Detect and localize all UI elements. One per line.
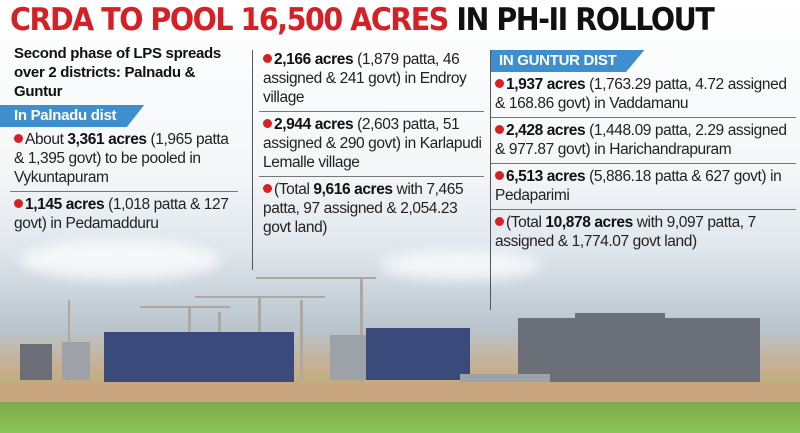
bullet-icon — [263, 119, 272, 128]
bullet-icon — [495, 171, 504, 180]
crane — [360, 277, 363, 382]
crane — [140, 306, 230, 308]
column-palnadu-2: 2,166 acres (1,879 patta, 46 assigned & … — [252, 50, 484, 270]
column-palnadu-1: Second phase of LPS spreads over 2 distr… — [0, 44, 238, 237]
headline-red: CRDA TO POOL 16,500 ACRES — [10, 2, 449, 38]
bullet-icon — [495, 125, 504, 134]
building — [660, 318, 760, 384]
list-item: 6,513 acres (5,886.18 patta & 627 govt) … — [491, 164, 796, 210]
crane — [300, 300, 303, 380]
building — [366, 328, 470, 380]
building — [104, 332, 294, 382]
list-item: 2,428 acres (1,448.09 patta, 2.29 assign… — [491, 118, 796, 164]
bullet-icon — [14, 199, 23, 208]
headline-black: IN PH-II ROLLOUT — [456, 2, 714, 38]
grass-field — [0, 402, 800, 433]
dirt-mound — [0, 382, 800, 404]
bullet-icon — [495, 217, 504, 226]
bullet-icon — [263, 54, 272, 63]
guntur-tag: IN GUNTUR DIST — [491, 50, 645, 72]
building — [62, 342, 90, 380]
crane — [256, 277, 376, 279]
palnadu-tag: In Palnadu dist — [0, 105, 145, 127]
list-item: (Total 9,616 acres with 7,465 patta, 97 … — [263, 181, 464, 236]
bullet-icon — [263, 184, 272, 193]
building — [20, 344, 52, 380]
building — [330, 335, 366, 380]
bullet-icon — [495, 79, 504, 88]
list-item: 1,145 acres (1,018 patta & 127 govt) in … — [14, 196, 229, 232]
building — [575, 313, 665, 383]
list-item: 2,944 acres (2,603 patta, 51 assigned & … — [259, 112, 484, 177]
bullet-icon — [14, 134, 23, 143]
headline: CRDA TO POOL 16,500 ACRES IN PH-II ROLLO… — [10, 0, 715, 40]
intro-text: Second phase of LPS spreads over 2 distr… — [14, 45, 221, 100]
list-item: 1,937 acres (1,763.29 patta, 4.72 assign… — [491, 72, 796, 118]
list-item: 2,166 acres (1,879 patta, 46 assigned & … — [259, 50, 484, 112]
building — [460, 374, 550, 382]
list-item: (Total 10,878 acres with 9,097 patta, 7 … — [495, 214, 756, 250]
column-guntur: IN GUNTUR DIST 1,937 acres (1,763.29 pat… — [490, 50, 796, 310]
list-item: About 3,361 acres (1,965 patta & 1,395 g… — [10, 127, 238, 192]
